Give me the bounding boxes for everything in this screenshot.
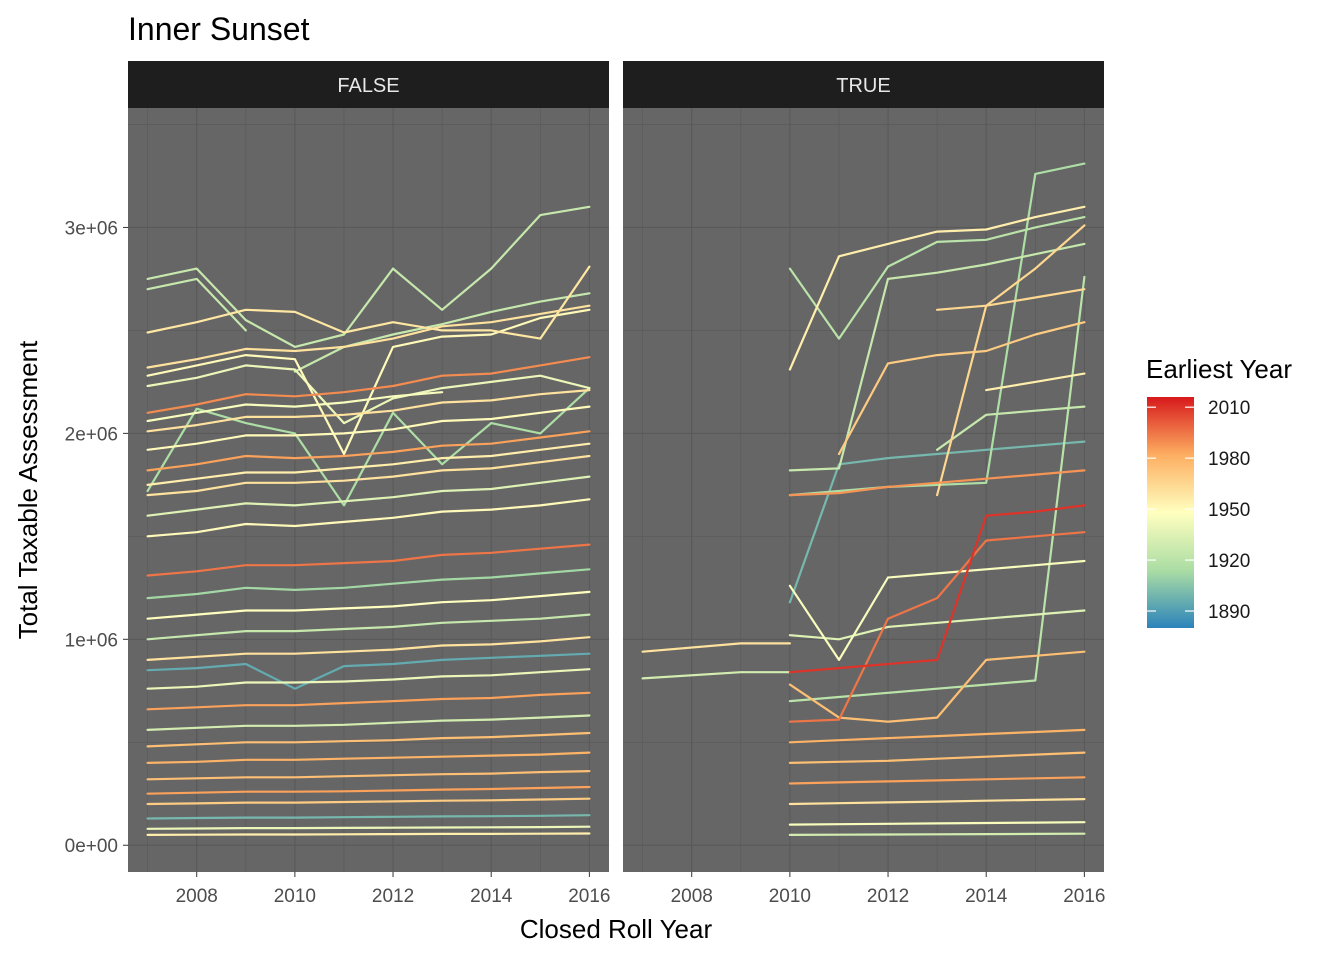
series-line (788, 242, 1086, 472)
y-tick-label: 2e+06 (65, 424, 118, 445)
series-line (146, 636, 591, 662)
chart-title: Inner Sunset (128, 11, 310, 47)
x-tick-label: 2008 (671, 886, 713, 907)
series-line (146, 391, 444, 423)
legend: Earliest Year 2010 1980 1950 1920 1890 (1146, 354, 1292, 628)
series-line (146, 797, 591, 806)
series-line (146, 731, 591, 748)
series-group-false (146, 205, 591, 837)
series-line (788, 162, 1086, 497)
series-line (935, 224, 1086, 497)
series-line (146, 769, 591, 781)
strip-label-true: TRUE (836, 75, 890, 97)
series-line (641, 642, 792, 653)
series-line (788, 531, 1086, 723)
series-line (146, 454, 591, 497)
x-tick-label: 2012 (372, 886, 414, 907)
series-line (146, 751, 591, 765)
series-line (788, 728, 1086, 744)
y-tick-label: 3e+06 (65, 218, 118, 239)
legend-tick-label: 1890 (1208, 602, 1250, 623)
series-line (146, 387, 591, 507)
series-line (146, 832, 591, 837)
series-line (146, 405, 591, 451)
series-line (146, 308, 591, 456)
series-line (146, 714, 591, 732)
series-line (146, 389, 591, 433)
x-tick-label: 2012 (867, 886, 909, 907)
series-line (788, 609, 1086, 641)
series-line (146, 265, 591, 340)
series-line (146, 652, 591, 690)
x-axis-false: 2008 2010 2012 2014 2016 (176, 872, 611, 907)
x-tick-label: 2014 (965, 886, 1008, 907)
y-tick-label: 1e+06 (65, 630, 118, 651)
x-tick-label: 2016 (568, 886, 610, 907)
series-line (146, 498, 591, 538)
series-line (935, 405, 1086, 451)
series-line (788, 216, 1086, 340)
y-axis: 0e+00 1e+06 2e+06 3e+06 (65, 218, 128, 857)
strip-false (128, 61, 609, 108)
series-line (146, 613, 591, 641)
series-line (146, 590, 591, 620)
series-line (788, 797, 1086, 806)
series-line (788, 751, 1086, 765)
strip-true (623, 61, 1104, 108)
x-tick-label: 2016 (1063, 886, 1105, 907)
series-group-true (641, 162, 1086, 837)
legend-tick-label: 1920 (1208, 551, 1250, 572)
series-line (788, 832, 1086, 837)
y-tick-label: 0e+00 (65, 836, 118, 857)
y-axis-title: Total Taxable Assessment (13, 340, 43, 639)
panel-false: FALSE 2008 2010 2012 2014 2016 (128, 61, 611, 907)
x-tick-label: 2010 (769, 886, 811, 907)
series-line (146, 205, 591, 348)
series-line (641, 671, 792, 680)
series-line (788, 776, 1086, 785)
legend-colorbar (1147, 397, 1194, 628)
series-line (935, 288, 1086, 311)
series-line (146, 475, 591, 517)
grid-true (623, 108, 1104, 872)
strip-label-false: FALSE (337, 75, 399, 97)
legend-title: Earliest Year (1146, 354, 1292, 384)
series-line (146, 430, 591, 472)
series-line (788, 469, 1086, 497)
series-line (146, 668, 591, 690)
series-line (146, 442, 591, 486)
series-line (788, 821, 1086, 826)
series-line (146, 825, 591, 830)
series-line (788, 504, 1086, 674)
series-line (146, 543, 591, 577)
legend-tick-label: 1980 (1208, 449, 1250, 470)
series-line (788, 205, 1086, 371)
legend-tick-label: 2010 (1208, 398, 1250, 419)
series-line (146, 304, 591, 369)
series-line (146, 356, 591, 414)
x-axis-title: Closed Roll Year (520, 914, 713, 944)
panel-true: TRUE 2008 2010 2012 2014 2016 (623, 61, 1106, 907)
series-line (788, 275, 1086, 703)
legend-tick-label: 1950 (1208, 500, 1250, 521)
x-tick-label: 2008 (176, 886, 218, 907)
series-line (788, 559, 1086, 662)
x-tick-label: 2014 (470, 886, 513, 907)
series-line (146, 814, 591, 820)
legend-ticks: 2010 1980 1950 1920 1890 (1147, 398, 1250, 623)
x-tick-label: 2010 (274, 886, 316, 907)
series-line (146, 691, 591, 711)
series-line (146, 785, 591, 795)
series-line (146, 568, 591, 600)
x-axis-true: 2008 2010 2012 2014 2016 (671, 872, 1106, 907)
series-line (985, 372, 1086, 392)
series-line (837, 321, 1086, 456)
series-line (146, 364, 591, 425)
